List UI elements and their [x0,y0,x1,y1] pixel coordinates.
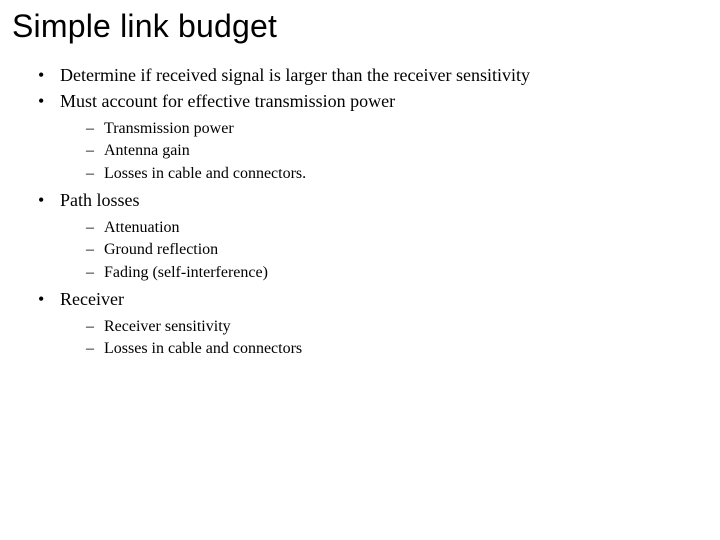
bullet-text: Receiver sensitivity [104,318,231,335]
bullet-list-level1: Determine if received signal is larger t… [12,63,708,360]
bullet-list-level2: Receiver sensitivity Losses in cable and… [60,316,708,360]
list-item: Must account for effective transmission … [42,89,708,184]
list-item: Transmission power [88,118,708,140]
slide-title: Simple link budget [12,8,708,45]
list-item: Path losses Attenuation Ground reflectio… [42,188,708,283]
bullet-list-level2: Attenuation Ground reflection Fading (se… [60,217,708,284]
bullet-text: Path losses [60,190,140,210]
bullet-text: Fading (self-interference) [104,264,268,281]
bullet-text: Losses in cable and connectors [104,340,302,357]
bullet-text: Antenna gain [104,142,190,159]
slide: Simple link budget Determine if received… [0,0,720,540]
list-item: Losses in cable and connectors. [88,163,708,185]
bullet-text: Determine if received signal is larger t… [60,65,530,85]
list-item: Determine if received signal is larger t… [42,63,708,87]
bullet-text: Attenuation [104,219,180,236]
list-item: Ground reflection [88,239,708,261]
list-item: Fading (self-interference) [88,262,708,284]
list-item: Losses in cable and connectors [88,338,708,360]
bullet-list-level2: Transmission power Antenna gain Losses i… [60,118,708,185]
list-item: Receiver Receiver sensitivity Losses in … [42,287,708,359]
bullet-text: Ground reflection [104,241,218,258]
list-item: Receiver sensitivity [88,316,708,338]
bullet-text: Receiver [60,289,124,309]
bullet-text: Transmission power [104,120,234,137]
list-item: Attenuation [88,217,708,239]
list-item: Antenna gain [88,140,708,162]
bullet-text: Losses in cable and connectors. [104,165,306,182]
bullet-text: Must account for effective transmission … [60,91,395,111]
